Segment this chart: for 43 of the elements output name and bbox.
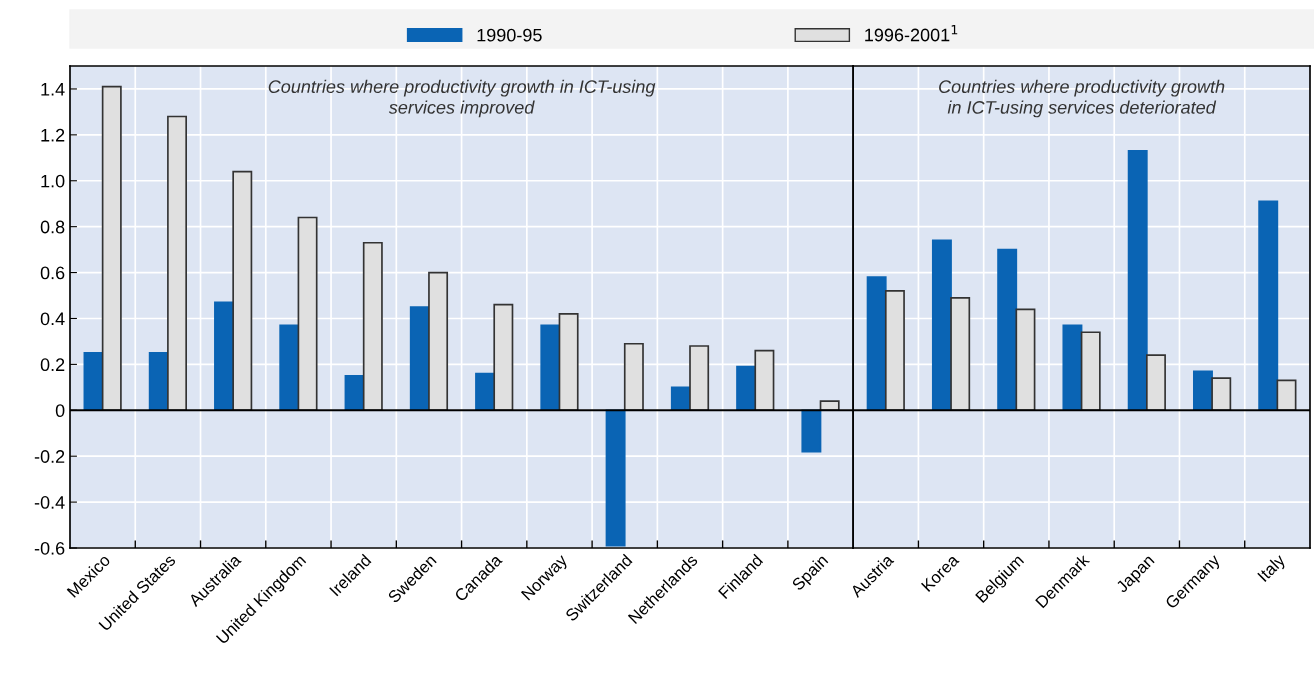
y-tick-label: -0.4 (34, 496, 65, 509)
y-tick-label: 1.4 (41, 83, 65, 96)
bar (623, 342, 644, 412)
y-tick-label: 0 (55, 404, 65, 418)
annotation: Countries where productivity growth in ICT-using services improved (268, 79, 656, 118)
legend-label: 1996-2001$^{1}$ (865, 25, 958, 42)
bar (167, 115, 188, 412)
x-tick-label: Italy (1256, 552, 1289, 585)
bar (605, 409, 626, 547)
bar (1258, 200, 1279, 412)
bar (754, 349, 775, 412)
y-tick-label: -0.6 (34, 541, 65, 555)
y-tick-label: 1.2 (41, 128, 65, 142)
bar (428, 271, 449, 412)
bar (1062, 324, 1083, 412)
y-tick-label: 0.2 (40, 358, 65, 372)
bar (1146, 354, 1166, 412)
y-tick-label: 0.8 (40, 220, 65, 234)
bar (297, 216, 318, 412)
bar (101, 85, 122, 412)
bar (362, 241, 383, 412)
bar (866, 276, 887, 412)
annotation: Countries where productivity growth in ICT-using services deteriorated (939, 79, 1225, 118)
bar (1080, 331, 1101, 412)
bar (931, 239, 952, 412)
bar (950, 296, 971, 412)
bar (801, 409, 822, 453)
bar (997, 248, 1018, 412)
bar (232, 170, 253, 412)
bar (884, 290, 905, 412)
bar (279, 324, 300, 412)
legend-label: 1990-95 (477, 28, 542, 42)
y-tick-label: 0.4 (40, 312, 65, 326)
bar (689, 345, 710, 412)
y-tick-label: 0.6 (40, 266, 65, 280)
bar (1211, 377, 1232, 412)
y-tick-label: 1.0 (41, 174, 65, 188)
bar (1127, 150, 1148, 412)
y-tick-label: -0.2 (34, 450, 65, 463)
bar (558, 313, 579, 412)
bar (540, 324, 561, 412)
bar (493, 303, 514, 412)
bar (1015, 308, 1036, 412)
